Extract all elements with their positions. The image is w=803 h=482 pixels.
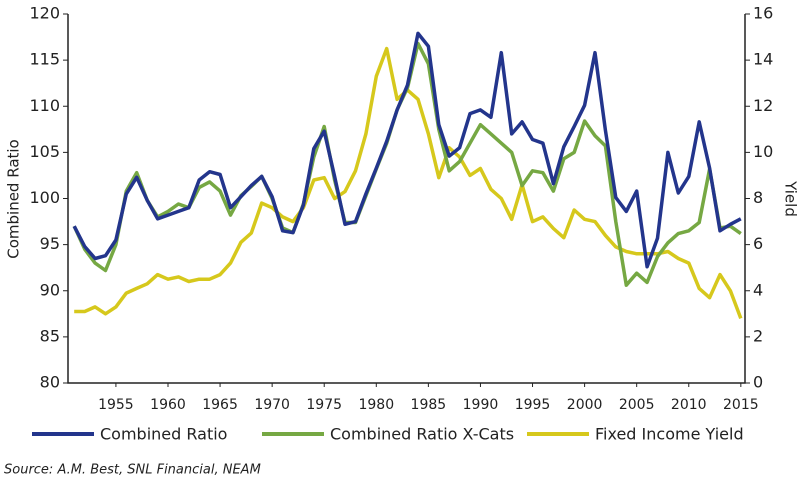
x-tick-label: 1970 — [254, 397, 290, 413]
series-line — [72, 31, 742, 269]
x-tick-label: 2010 — [671, 397, 707, 413]
y-tick-label: 115 — [29, 50, 60, 69]
y2-tick-label: 4 — [753, 280, 763, 299]
y2-tick-label: 12 — [753, 96, 773, 115]
x-tick-label: 1975 — [306, 397, 342, 413]
y2-tick-label: 2 — [753, 326, 763, 345]
y2-tick-label: 8 — [753, 188, 763, 207]
x-tick-label: 1955 — [98, 397, 134, 413]
y2-tick-label: 16 — [753, 4, 773, 23]
legend-label: Fixed Income Yield — [595, 425, 744, 444]
x-tick-label: 1980 — [358, 397, 394, 413]
y-tick-label: 105 — [29, 142, 60, 161]
x-tick-label: 1995 — [515, 397, 551, 413]
y2-tick-label: 10 — [753, 142, 773, 161]
x-tick-label: 1960 — [150, 397, 186, 413]
x-tick-label: 1985 — [411, 397, 447, 413]
legend-label: Combined Ratio X-Cats — [330, 425, 514, 444]
x-tick-label: 2015 — [723, 397, 759, 413]
source-note: Source: A.M. Best, SNL Financial, NEAM — [4, 463, 261, 478]
y-axis-label: Combined Ratio — [5, 139, 23, 259]
y2-tick-label: 0 — [753, 373, 763, 392]
y2-tick-label: 6 — [753, 234, 763, 253]
axis-frame — [67, 14, 746, 384]
y-tick-label: 90 — [40, 280, 60, 299]
y-tick-label: 110 — [29, 96, 60, 115]
y-tick-label: 100 — [29, 188, 60, 207]
y2-tick-label: 14 — [753, 50, 773, 69]
legend-label: Combined Ratio — [100, 425, 227, 444]
x-tick-label: 1965 — [202, 397, 238, 413]
y-tick-label: 120 — [29, 4, 60, 23]
y-tick-label: 85 — [40, 326, 60, 345]
y-tick-label: 95 — [40, 234, 60, 253]
y2-axis-label: Yield — [782, 180, 800, 217]
x-tick-label: 2005 — [619, 397, 655, 413]
y-tick-label: 80 — [40, 373, 60, 392]
x-tick-label: 1990 — [463, 397, 499, 413]
x-tick-label: 2000 — [567, 397, 603, 413]
